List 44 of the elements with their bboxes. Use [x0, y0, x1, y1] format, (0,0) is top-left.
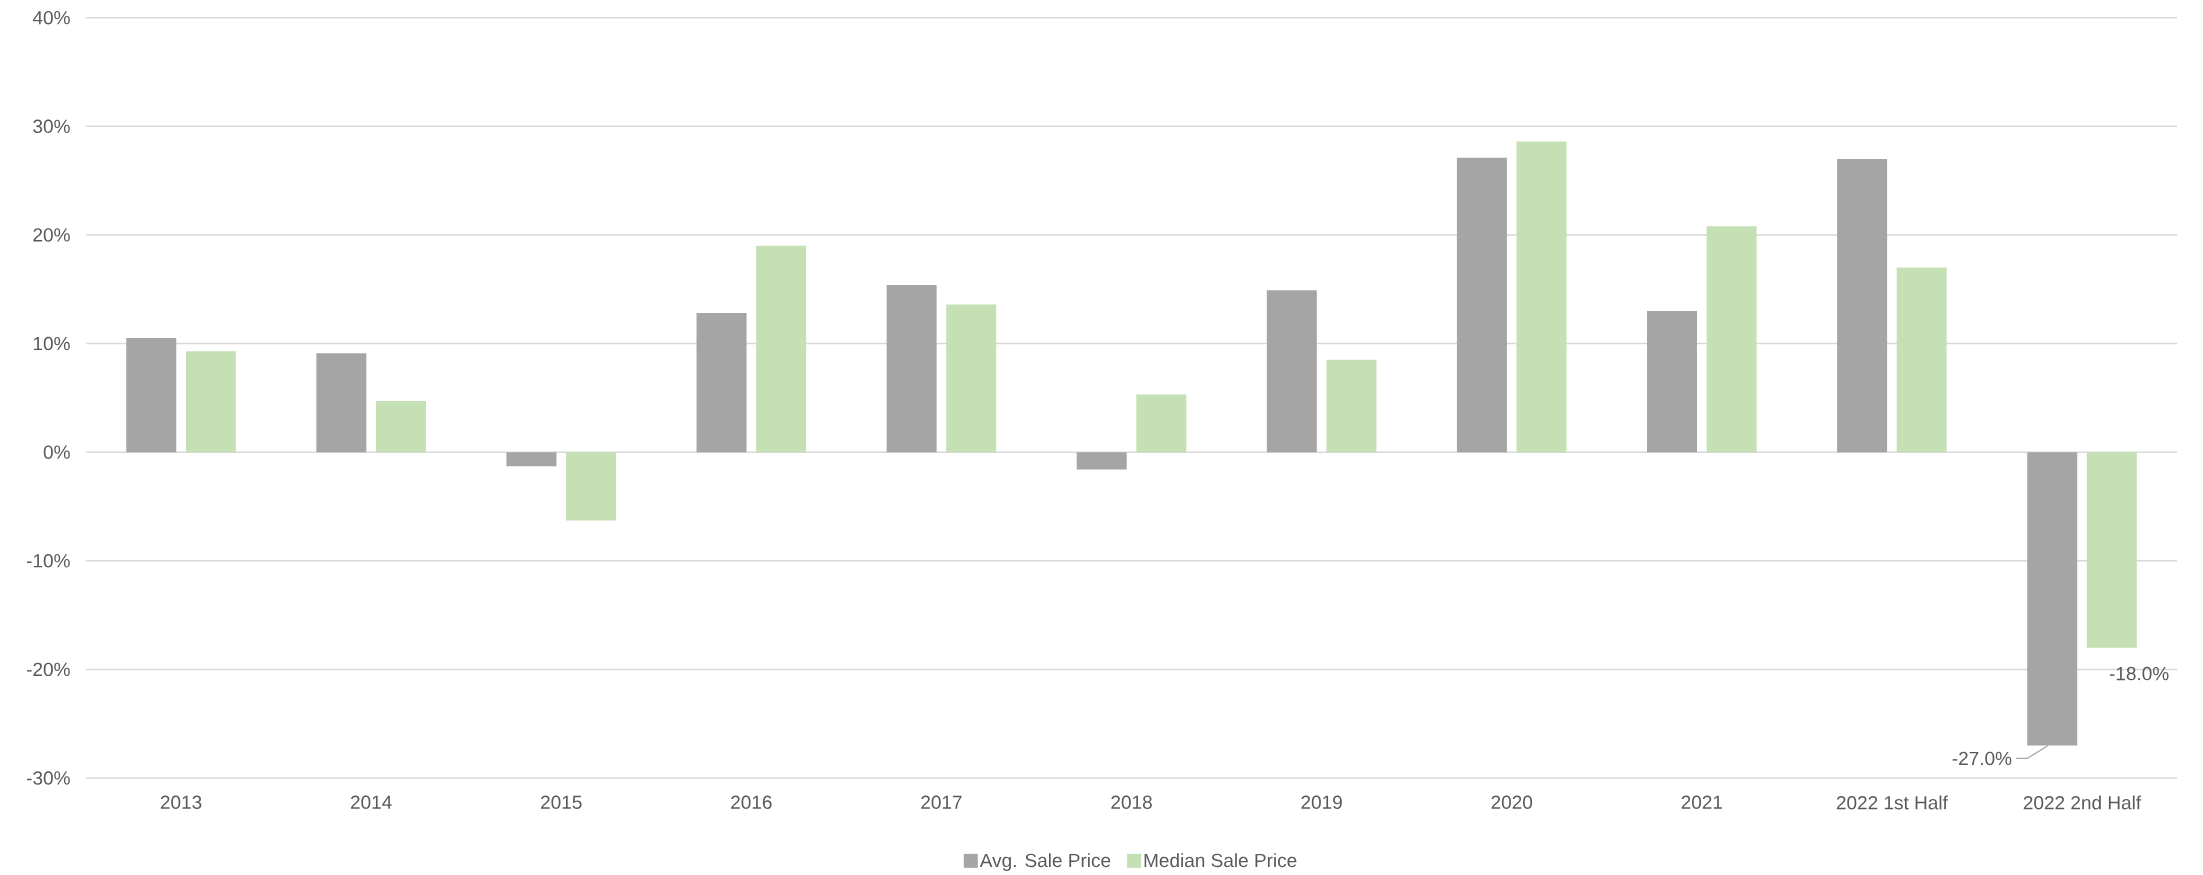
x-tick-label: 2019: [1301, 795, 1342, 809]
bar: [886, 284, 937, 453]
x-tick-label: 2020: [1491, 795, 1533, 809]
data-label: -18.0%: [2109, 666, 2169, 681]
x-tick-label: 2016: [731, 795, 772, 809]
y-tick-label: 30%: [33, 119, 70, 134]
x-tick-label: 2021: [1681, 795, 1723, 809]
legend-label: Median Sale Price: [1144, 853, 1297, 868]
x-tick-label: 2022 1st Half: [1836, 795, 1948, 810]
bar: [1076, 452, 1127, 470]
x-tick-label: 2015: [541, 795, 582, 809]
bar: [2086, 452, 2137, 648]
x-tick-label: 2014: [350, 795, 392, 809]
bar: [185, 351, 236, 453]
y-tick-label: 0%: [43, 445, 70, 459]
y-tick-label: -20%: [26, 662, 70, 677]
bar: [756, 245, 807, 453]
x-tick-label: 2022 2nd Half: [2023, 795, 2142, 810]
bar: [375, 401, 426, 453]
bar: [1837, 158, 1888, 453]
x-tick-label: 2018: [1111, 795, 1152, 809]
bar: [1266, 290, 1317, 453]
bar: [1896, 267, 1947, 453]
y-tick-label: 40%: [32, 10, 70, 25]
bar: [1706, 226, 1757, 453]
y-tick-label: 20%: [33, 228, 70, 242]
bar: [126, 338, 177, 453]
y-tick-label: -10%: [26, 554, 70, 568]
y-tick-label: 10%: [33, 336, 70, 351]
bar: [566, 452, 617, 521]
bar: [1136, 394, 1187, 453]
bar: [506, 452, 557, 467]
bar: [316, 353, 367, 453]
bar: [946, 304, 997, 453]
x-tick-label: 2013: [160, 795, 202, 809]
legend-label: Avg. Sale Price: [979, 853, 1111, 871]
bar: [696, 313, 747, 453]
data-label: -27.0%: [1952, 751, 2012, 766]
bar: [1326, 359, 1377, 453]
bar: [1647, 310, 1698, 453]
y-tick-label: -30%: [26, 771, 70, 785]
x-tick-label: 2017: [921, 795, 962, 809]
bar: [1456, 157, 1507, 453]
bar: [1516, 141, 1567, 453]
